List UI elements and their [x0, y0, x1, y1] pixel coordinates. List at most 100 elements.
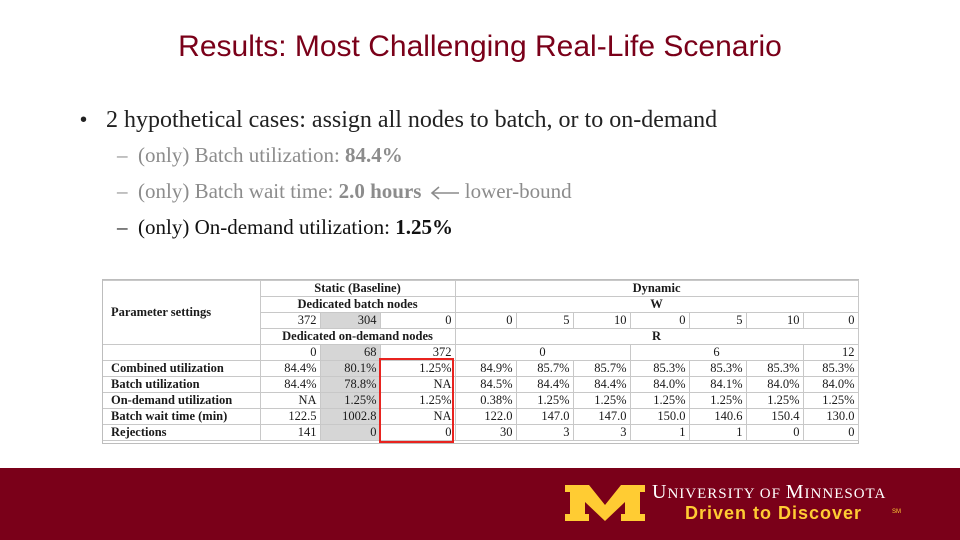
table-cell: 1.25%	[319, 392, 381, 409]
table-cell: 0	[379, 424, 456, 441]
table-cell: 0	[319, 424, 381, 441]
table-cell: 84.4%	[259, 360, 321, 377]
table-cell: 1	[688, 424, 747, 441]
sub-bullet-prefix: (only) Batch wait time:	[138, 179, 339, 203]
bullet-list: • 2 hypothetical cases: assign all nodes…	[80, 103, 940, 245]
static-header: Static (Baseline)	[259, 280, 456, 297]
university-name: UNIVERSITY OF MINNESOTA	[652, 481, 887, 503]
sub-bullet-batch-utilization: – (only) Batch utilization: 84.4%	[80, 137, 940, 173]
row-label: Combined utilization	[103, 360, 261, 377]
table-cell: 0.38%	[454, 392, 517, 409]
table-cell: 10	[572, 312, 631, 329]
table-cell: 85.7%	[572, 360, 631, 377]
table-cell: NA	[379, 408, 456, 425]
row-label: Batch utilization	[103, 376, 261, 393]
table-cell: 68	[319, 344, 381, 361]
table-cell: 304	[319, 312, 381, 329]
table-cell: 5	[688, 312, 747, 329]
table-cell: 85.3%	[802, 360, 859, 377]
table-cell: 1.25%	[688, 392, 747, 409]
row-label: Batch wait time (min)	[103, 408, 261, 425]
table-cell: 84.4%	[515, 376, 574, 393]
table-cell: 130.0	[802, 408, 859, 425]
table-row: Parameter settings Static (Baseline) Dyn…	[103, 280, 859, 345]
sub-bullet-prefix: (only) On-demand utilization:	[138, 215, 396, 239]
r-header: R	[454, 328, 859, 345]
table-cell: 80.1%	[319, 360, 381, 377]
row-label: Rejections	[103, 424, 261, 441]
table-cell: 30	[454, 424, 517, 441]
table-cell: 84.0%	[802, 376, 859, 393]
table-cell: 85.3%	[688, 360, 747, 377]
table-row: 0 68 372 0 6 12	[103, 344, 859, 361]
table-row: Combined utilization 84.4% 80.1% 1.25% 84.9%…	[103, 360, 859, 377]
table-cell: 150.4	[745, 408, 804, 425]
table-row: Batch utilization 84.4% 78.8% NA 84.5% 84.4% 8…	[103, 376, 859, 393]
table-cell: 1.25%	[379, 392, 456, 409]
sub-bullet-value: 84.4%	[345, 143, 403, 167]
main-bullet: • 2 hypothetical cases: assign all nodes…	[80, 103, 940, 137]
table-cell: 10	[745, 312, 804, 329]
table-cell: 372	[259, 312, 321, 329]
table-cell: 0	[745, 424, 804, 441]
table-cell: 3	[572, 424, 631, 441]
table-cell: 141	[259, 424, 321, 441]
table-cell: NA	[379, 376, 456, 393]
sub-bullet-prefix: (only) Batch utilization:	[138, 143, 346, 167]
table-cell: 84.1%	[688, 376, 747, 393]
table-cell: 122.5	[259, 408, 321, 425]
row-label: On-demand utilization	[103, 392, 261, 409]
empty-cell	[103, 344, 261, 361]
table-cell: 1.25%	[629, 392, 690, 409]
table-cell: 6	[629, 344, 804, 361]
bullet-symbol: •	[80, 109, 88, 131]
sub-bullet-ondemand-utilization: – (only) On-demand utilization: 1.25%	[80, 209, 940, 245]
table-cell: 1.25%	[745, 392, 804, 409]
param-settings-label: Parameter settings	[103, 280, 261, 345]
table-cell: 1.25%	[515, 392, 574, 409]
table-cell: 84.4%	[259, 376, 321, 393]
w-header: W	[454, 296, 859, 313]
table-cell: 150.0	[629, 408, 690, 425]
left-arrow-icon	[430, 186, 459, 200]
main-bullet-text: 2 hypothetical cases: assign all nodes t…	[106, 107, 718, 133]
sub-bullet-value: 1.25%	[395, 215, 453, 239]
dash-symbol: –	[117, 143, 128, 167]
table-cell: 84.0%	[745, 376, 804, 393]
table-cell: 85.3%	[629, 360, 690, 377]
sub-bullet-value: 2.0 hours	[338, 179, 422, 203]
table-row: On-demand utilization NA 1.25% 1.25% 0.38% 1.…	[103, 392, 859, 409]
table-cell: 0	[379, 312, 456, 329]
table-cell: 1002.8	[319, 408, 381, 425]
table-cell: 372	[379, 344, 456, 361]
university-m-logo-icon	[565, 485, 645, 521]
dash-symbol: –	[117, 215, 128, 239]
sub-bullet-suffix: lower-bound	[464, 179, 572, 203]
table-cell: 1	[629, 424, 690, 441]
table-cell: 1.25%	[572, 392, 631, 409]
dash-symbol: –	[117, 179, 128, 203]
table-cell: 122.0	[454, 408, 517, 425]
table-row: Dedicated batch nodes W	[103, 296, 859, 313]
table-cell: 12	[802, 344, 859, 361]
table-cell: 0	[802, 424, 859, 441]
table-cell: 0	[629, 312, 690, 329]
table-cell: 85.7%	[515, 360, 574, 377]
table-cell: 84.0%	[629, 376, 690, 393]
table-cell: 1.25%	[802, 392, 859, 409]
table-cell: 3	[515, 424, 574, 441]
table-cell: 5	[515, 312, 574, 329]
table-cell: 140.6	[688, 408, 747, 425]
footer-bar	[0, 468, 960, 540]
results-table: Parameter settings Static (Baseline) Dyn…	[103, 280, 859, 441]
metric-rows: Combined utilization 84.4% 80.1% 1.25% 84.9%…	[103, 360, 859, 441]
table-cell: 84.9%	[454, 360, 517, 377]
slide-title: Results: Most Challenging Real-Life Scen…	[178, 30, 782, 63]
table-cell: 0	[259, 344, 321, 361]
table-cell: 1.25%	[379, 360, 456, 377]
results-table-container: Parameter settings Static (Baseline) Dyn…	[102, 279, 859, 444]
table-cell: 147.0	[515, 408, 574, 425]
dedicated-batch-header: Dedicated batch nodes	[259, 296, 456, 313]
table-cell: 84.4%	[572, 376, 631, 393]
table-row: Rejections 141 0 0 30 3 3 1 1 0 0	[103, 424, 859, 441]
